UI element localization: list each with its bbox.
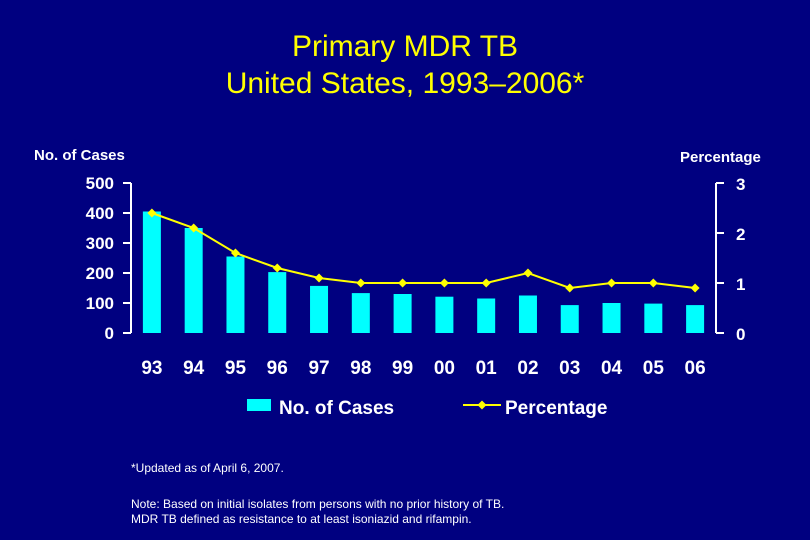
note-line-1: Note: Based on initial isolates from per… (131, 497, 505, 511)
bar-cases (602, 303, 621, 333)
point-percentage (398, 278, 408, 288)
legend-label-percentage: Percentage (505, 398, 607, 419)
y-axis-left-tick-label: 500 (86, 174, 114, 193)
bar-cases (477, 298, 496, 333)
point-percentage (607, 278, 617, 288)
title-line-1: Primary MDR TB (291, 30, 519, 63)
point-percentage (189, 223, 199, 233)
y-axis-right-tick-label: 1 (736, 275, 745, 294)
point-percentage (272, 263, 282, 273)
bar-cases (518, 295, 537, 333)
legend-swatch-cases (247, 399, 271, 411)
point-percentage (230, 248, 240, 258)
y-axis-left-label: No. of Cases (34, 147, 125, 164)
point-percentage (565, 283, 575, 293)
bar-cases (310, 285, 329, 333)
point-percentage (147, 208, 157, 218)
bar-cases (351, 293, 370, 333)
line-percentage (151, 212, 696, 290)
y-axis-left-tick-label: 200 (86, 264, 114, 283)
bar-cases (686, 305, 705, 333)
bar-cases (184, 228, 203, 333)
definition-note: Note: Based on initial isolates from per… (131, 497, 504, 527)
x-axis-tick-label: 03 (559, 358, 580, 379)
bar-cases (393, 294, 412, 333)
y-axis-right-tick-label: 0 (736, 325, 745, 344)
x-axis-tick-label: 94 (183, 358, 205, 379)
point-percentage (648, 278, 658, 288)
point-percentage (356, 278, 366, 288)
legend-swatch-percentage-marker (477, 400, 487, 410)
x-axis-tick-label: 06 (685, 358, 706, 379)
x-axis-tick-label: 01 (476, 358, 498, 379)
x-axis-tick-label: 00 (434, 358, 455, 379)
bar-cases (268, 272, 287, 333)
x-axis-tick-label: 97 (308, 358, 329, 379)
title-line-2: United States, 1993–2006* (225, 67, 585, 100)
point-percentage (314, 273, 324, 283)
chart-title: Primary MDR TB United States, 1993–2006* (0, 28, 810, 102)
x-axis-tick-label: 93 (141, 358, 162, 379)
point-percentage (690, 283, 700, 293)
note-line-2: MDR TB defined as resistance to at least… (131, 512, 472, 526)
x-axis-tick-label: 04 (601, 358, 623, 379)
y-axis-left-tick-label: 300 (86, 234, 114, 253)
x-axis-tick-label: 96 (267, 358, 288, 379)
x-axis-tick-label: 05 (643, 358, 665, 379)
point-percentage (481, 278, 491, 288)
x-axis-tick-label: 99 (392, 358, 413, 379)
bar-cases (560, 305, 579, 333)
y-axis-right-label: Percentage (680, 149, 761, 166)
y-axis-left-tick-label: 100 (86, 294, 114, 313)
x-axis-tick-label: 02 (517, 358, 538, 379)
x-axis-tick-label: 95 (225, 358, 247, 379)
point-percentage (439, 278, 449, 288)
update-note: *Updated as of April 6, 2007. (131, 461, 284, 475)
y-axis-left-tick-label: 400 (86, 204, 114, 223)
y-axis-right-tick-label: 3 (736, 175, 745, 194)
bar-cases (226, 256, 245, 333)
legend-label-cases: No. of Cases (279, 398, 394, 419)
bar-cases (142, 211, 161, 333)
y-axis-right-tick-label: 2 (736, 225, 745, 244)
point-percentage (523, 268, 533, 278)
y-axis-left-tick-label: 0 (105, 324, 114, 343)
x-axis-tick-label: 98 (350, 358, 371, 379)
bar-cases (435, 296, 454, 333)
bar-cases (644, 303, 663, 333)
